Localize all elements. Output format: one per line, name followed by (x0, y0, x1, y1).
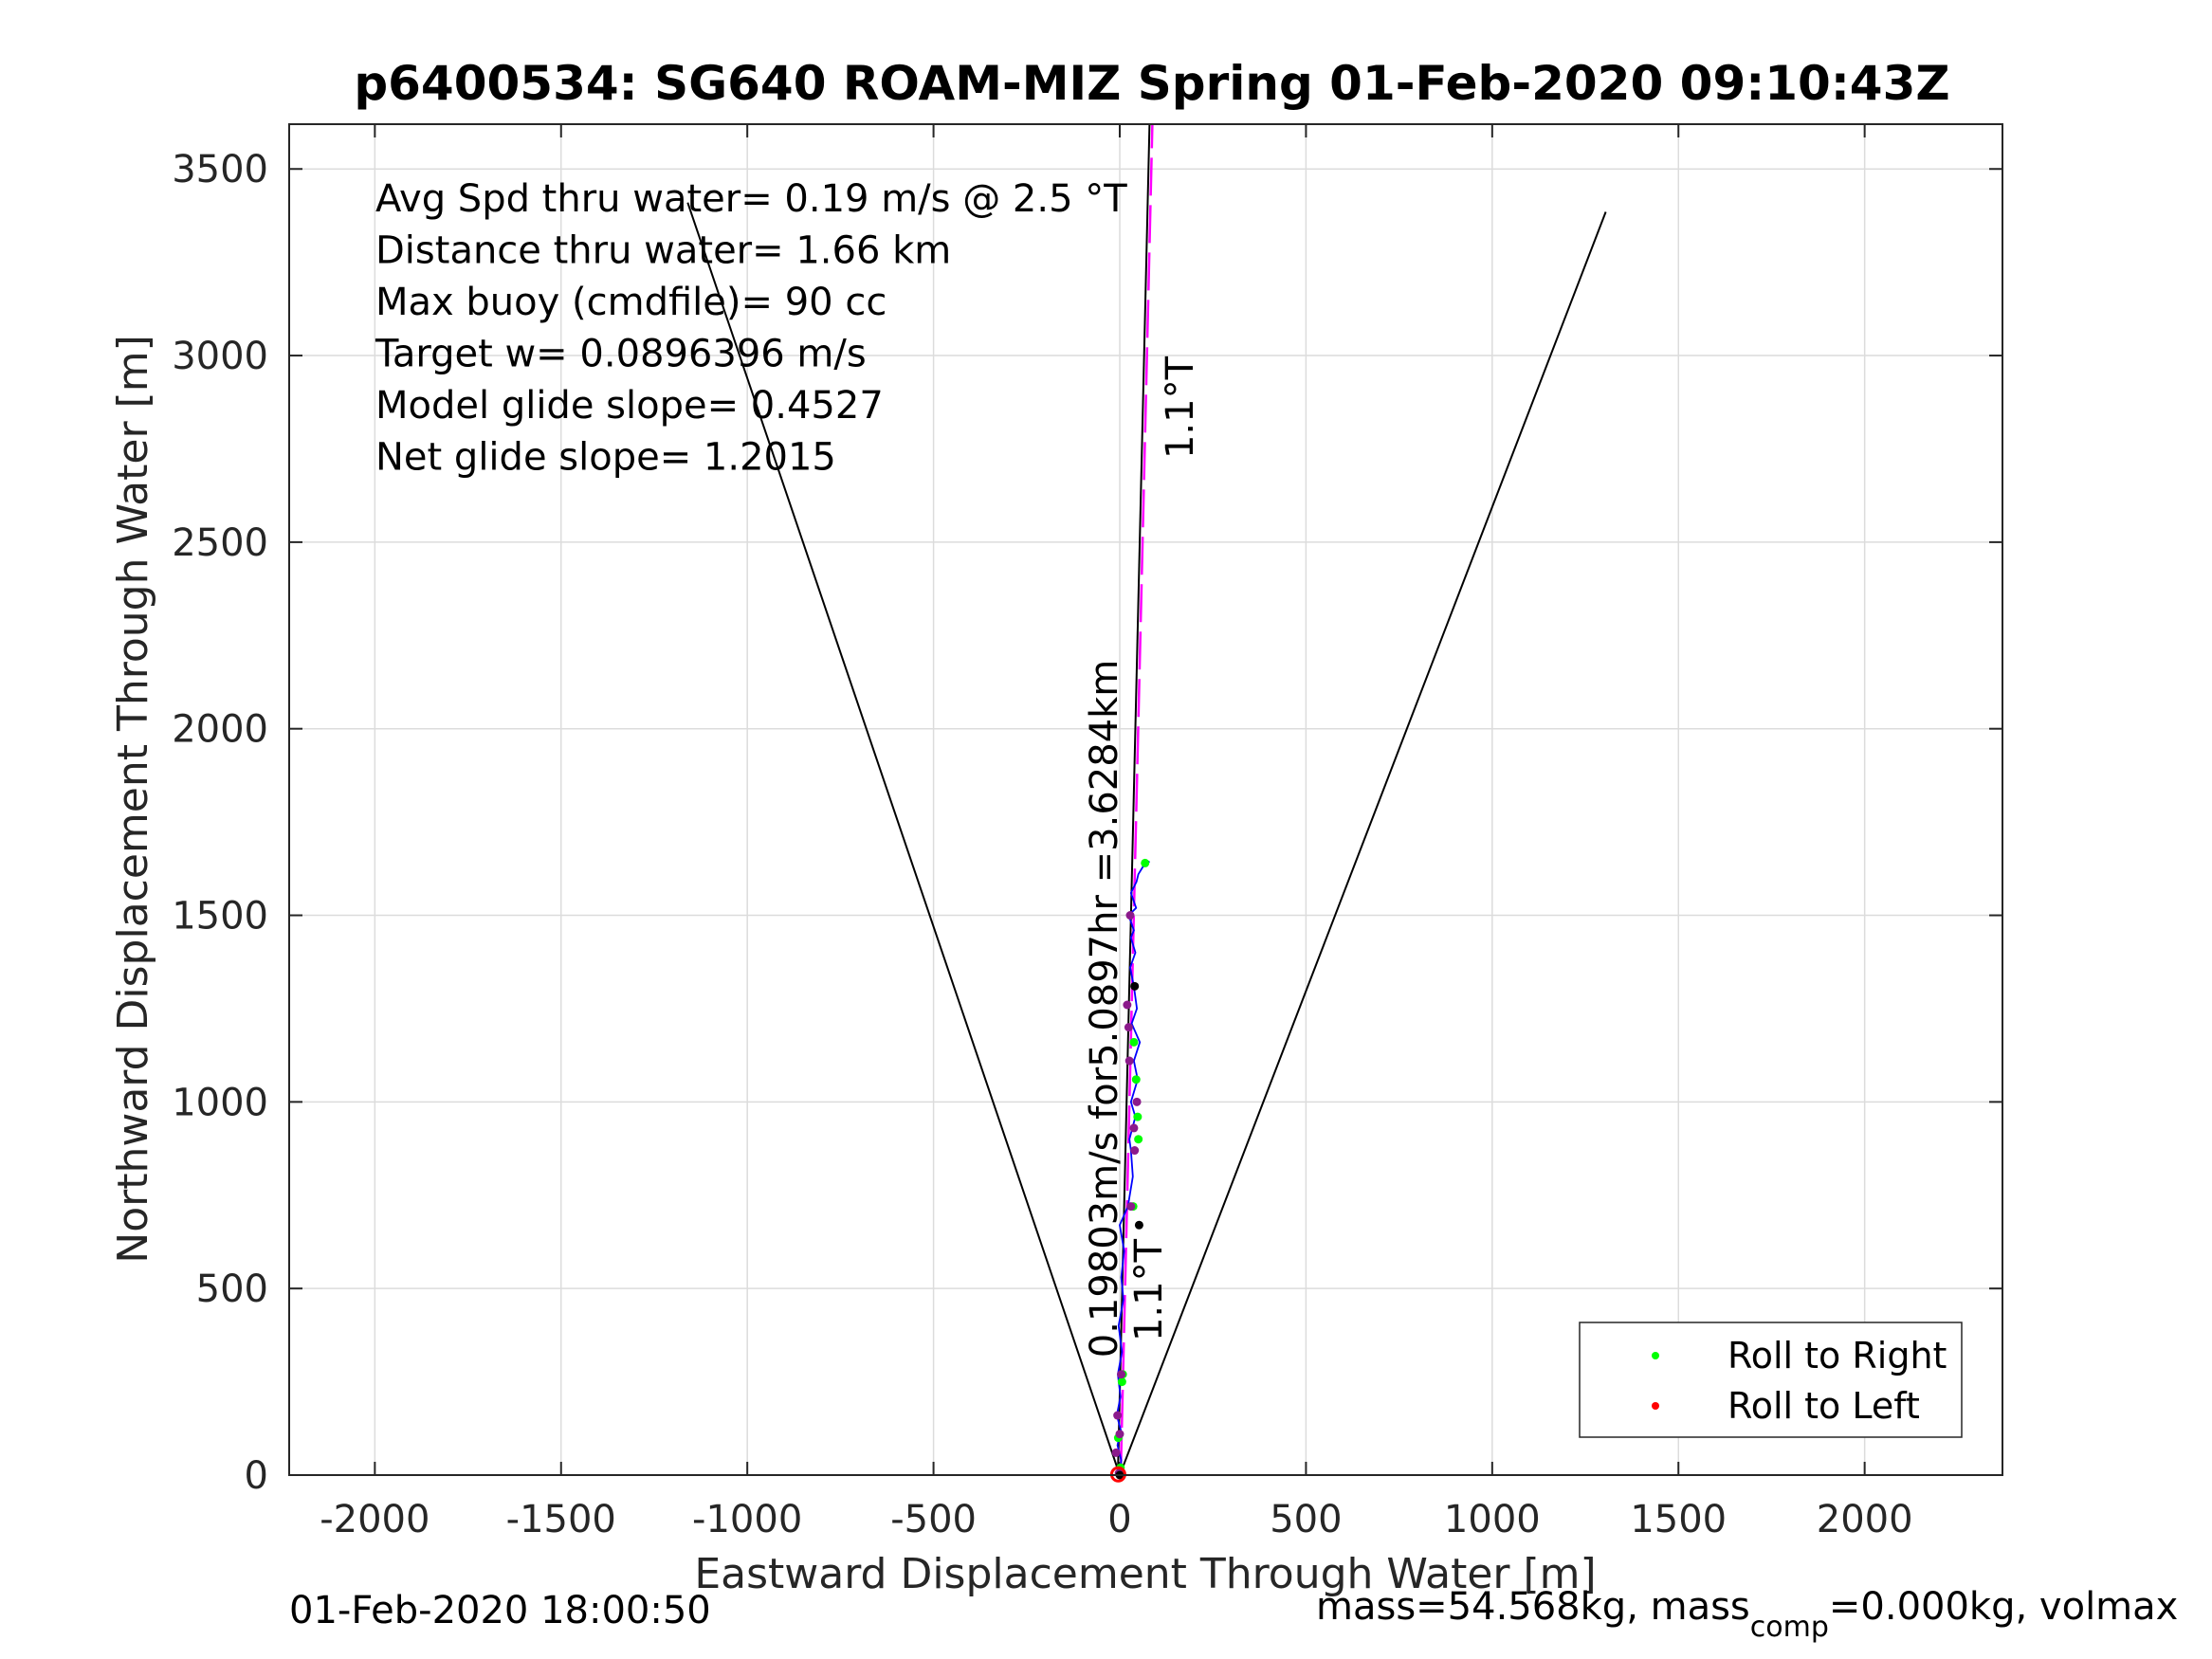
heading-magenta-line (1119, 123, 1154, 1476)
plot-area (289, 124, 2002, 1475)
roll-right-point (1131, 1075, 1141, 1085)
legend-label-roll-left: Roll to Left (1728, 1385, 1920, 1427)
y-tick-labels: 0 500 1000 1500 2000 2500 3000 3500 (172, 148, 268, 1498)
dark-point (1134, 1220, 1143, 1230)
stats-annotations: Avg Spd thru water= 0.19 m/s @ 2.5 °T Dis… (375, 177, 1127, 480)
roll-left-point (1115, 1430, 1124, 1439)
footer-mass-info: mass=54.568kg, masscomp=0.000kg, volmax (1316, 1585, 2178, 1644)
x-tick-label: 2000 (1817, 1498, 1913, 1541)
x-axis-label: Eastward Displacement Through Water [m] (694, 1550, 1596, 1598)
x-tick-label: -1500 (506, 1498, 616, 1541)
heading-label-upper: 1.1°T (1159, 356, 1202, 459)
footer-timestamp: 01-Feb-2020 18:00:50 (289, 1589, 711, 1632)
footer-mass-suffix: =0.000kg, volmax (1829, 1585, 2178, 1629)
stats-annotation-line: Avg Spd thru water= 0.19 m/s @ 2.5 °T (375, 177, 1127, 221)
stats-annotation-line: Model glide slope= 0.4527 (375, 384, 884, 428)
roll-left-point (1130, 1146, 1140, 1156)
stats-annotation-line: Net glide slope= 1.2015 (375, 436, 836, 480)
x-tick-label: 0 (1107, 1498, 1131, 1541)
stats-annotation-line: Distance thru water= 1.66 km (375, 229, 951, 273)
roll-left-point (1117, 1370, 1126, 1379)
speed-distance-label: 0.19803m/s for5.0897hr =3.6284km (1083, 660, 1126, 1358)
y-axis-label: Northward Displacement Through Water [m] (109, 335, 157, 1263)
footer-mass-subscript: comp (1750, 1611, 1829, 1644)
x-tick-label: 500 (1270, 1498, 1342, 1541)
roll-left-point (1124, 1023, 1133, 1032)
stats-annotation-line: Max buoy (cmdfile)= 90 cc (375, 281, 887, 324)
dark-point (1130, 981, 1140, 991)
roll-right-point (1141, 858, 1150, 867)
y-tick-label: 0 (245, 1454, 268, 1498)
legend-box (1579, 1322, 1963, 1438)
chart-title: p6400534: SG640 ROAM-MIZ Spring 01-Feb-2… (354, 56, 1949, 111)
plot-frame (288, 123, 2003, 1476)
legend-label-roll-right: Roll to Right (1728, 1335, 1947, 1376)
roll-left-point (1129, 1123, 1139, 1133)
roll-left-point (1113, 1411, 1123, 1420)
roll-right-point (1129, 1037, 1139, 1047)
footer-mass-prefix: mass=54.568kg, mass (1316, 1585, 1750, 1629)
x-tick-label: -2000 (320, 1498, 430, 1541)
y-tick-label: 2000 (172, 708, 268, 752)
cone-lines (686, 202, 1607, 1476)
roll-left-point (1124, 1056, 1134, 1066)
roll-left-point (1123, 1000, 1132, 1010)
legend-marker-roll-left (1652, 1402, 1659, 1410)
y-tick-label: 1000 (172, 1081, 268, 1124)
x-tick-label: 1500 (1630, 1498, 1727, 1541)
y-tick-label: 3000 (172, 335, 268, 378)
roll-left-point (1126, 1202, 1136, 1212)
y-tick-label: 500 (196, 1267, 268, 1311)
cone-left-line (686, 202, 1121, 1476)
legend-marker-roll-right (1652, 1352, 1659, 1359)
roll-right-point (1134, 1135, 1143, 1144)
y-tick-label: 3500 (172, 148, 268, 191)
roll-right-point (1117, 1377, 1126, 1387)
x-tick-label: 1000 (1444, 1498, 1541, 1541)
roll-left-point (1132, 1097, 1142, 1106)
roll-right-point (1133, 1112, 1143, 1121)
roll-left-point (1111, 1448, 1121, 1457)
x-tick-labels: -2000 -1500 -1000 -500 0 500 1000 1500 2000 (320, 1498, 1912, 1541)
roll-left-point (1125, 911, 1135, 921)
stats-annotation-line: Target w= 0.0896396 m/s (375, 333, 867, 376)
x-tick-label: -500 (890, 1498, 977, 1541)
y-tick-label: 1500 (172, 895, 268, 939)
x-tick-label: -1000 (692, 1498, 802, 1541)
heading-label-lower: 1.1°T (1127, 1238, 1171, 1341)
y-tick-label: 2500 (172, 521, 268, 565)
cone-right-line (1119, 211, 1607, 1476)
legend: Roll to Right Roll to Left (1579, 1322, 1963, 1438)
